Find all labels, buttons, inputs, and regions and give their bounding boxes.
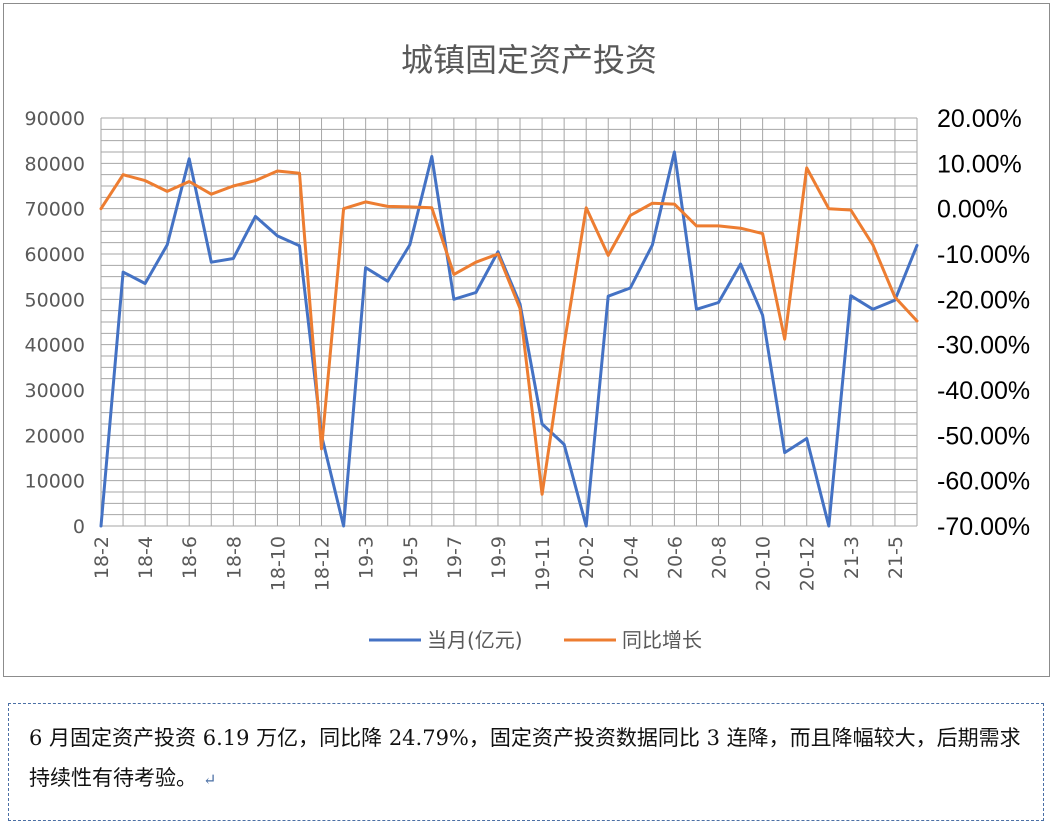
right-axis-tick-label: -10.00% (937, 241, 1030, 269)
x-axis-tick-label: 18-2 (91, 536, 113, 579)
right-axis-tick-label: -70.00% (937, 513, 1030, 541)
left-axis-tick-label: 0 (73, 516, 85, 538)
caption-box: 6 月固定资产投资 6.19 万亿，同比降 24.79%，固定资产投资数据同比 … (8, 703, 1044, 821)
x-axis-tick-label: 20-6 (664, 536, 686, 579)
legend: 当月(亿元) 同比增长 (369, 628, 702, 652)
x-axis-tick-label: 21-5 (885, 536, 907, 579)
x-axis: 18-2 18-4 18-6 18-8 18-10 18-12 19-3 19-5 19-7 19… (91, 536, 907, 591)
grid-layer (100, 117, 918, 527)
chart-frame: 城镇固定资产投资 0 10000 20000 30000 40000 50000 60000… (3, 3, 1050, 677)
x-axis-tick-label: 19-7 (444, 536, 466, 579)
left-axis-tick-label: 60000 (25, 244, 85, 266)
left-axis-tick-label: 80000 (25, 153, 85, 175)
right-axis-tick-label: 20.00% (937, 105, 1022, 133)
left-axis-tick-label: 10000 (25, 471, 85, 493)
x-axis-tick-label: 18-10 (267, 536, 289, 591)
right-axis: -70.00% -60.00% -50.00% -40.00% -30.00% -20.0… (937, 105, 1030, 541)
x-axis-tick-label: 20-10 (753, 536, 775, 591)
right-axis-tick-label: -20.00% (937, 286, 1030, 314)
x-axis-tick-label: 19-3 (356, 536, 378, 579)
x-axis-tick-label: 20-2 (576, 536, 598, 579)
x-axis-tick-label: 21-3 (841, 536, 863, 579)
x-axis-tick-label: 18-6 (179, 536, 201, 579)
right-axis-tick-label: 10.00% (937, 150, 1022, 178)
right-axis-tick-label: -50.00% (937, 422, 1030, 450)
x-axis-tick-label: 18-8 (223, 536, 245, 579)
series-layer (99, 150, 919, 528)
chart-title: 城镇固定资产投资 (401, 41, 657, 79)
legend-label: 当月(亿元) (427, 628, 523, 652)
paragraph-return-icon: ↵ (203, 770, 217, 789)
x-axis-tick-label: 20-12 (797, 536, 819, 591)
right-axis-tick-label: -40.00% (937, 377, 1030, 405)
left-axis-tick-label: 90000 (25, 108, 85, 130)
left-axis-tick-label: 70000 (25, 199, 85, 221)
left-axis-tick-label: 40000 (25, 335, 85, 357)
left-axis-tick-label: 30000 (25, 380, 85, 402)
x-axis-tick-label: 18-4 (135, 536, 157, 579)
x-axis-tick-label: 19-9 (488, 536, 510, 579)
right-axis-tick-label: -60.00% (937, 468, 1030, 496)
caption-body: 6 月固定资产投资 6.19 万亿，同比降 24.79%，固定资产投资数据同比 … (29, 726, 1021, 790)
x-axis-tick-label: 19-11 (532, 536, 554, 591)
left-axis-tick-label: 50000 (25, 289, 85, 311)
legend-label: 同比增长 (622, 628, 702, 652)
x-axis-tick-label: 20-4 (620, 536, 642, 579)
left-axis-tick-label: 20000 (25, 425, 85, 447)
x-axis-tick-label: 18-12 (312, 536, 334, 591)
right-axis-tick-label: -30.00% (937, 332, 1030, 360)
x-axis-tick-label: 19-5 (400, 536, 422, 579)
left-axis: 0 10000 20000 30000 40000 50000 60000 70000 8000… (25, 108, 85, 538)
chart-svg: 城镇固定资产投资 0 10000 20000 30000 40000 50000 60000… (25, 41, 1031, 652)
right-axis-tick-label: 0.00% (937, 196, 1008, 224)
series-line-2 (99, 166, 919, 496)
x-axis-tick-label: 20-8 (709, 536, 731, 579)
series-line-1 (99, 150, 919, 528)
caption-text: 6 月固定资产投资 6.19 万亿，同比降 24.79%，固定资产投资数据同比 … (29, 718, 1034, 800)
